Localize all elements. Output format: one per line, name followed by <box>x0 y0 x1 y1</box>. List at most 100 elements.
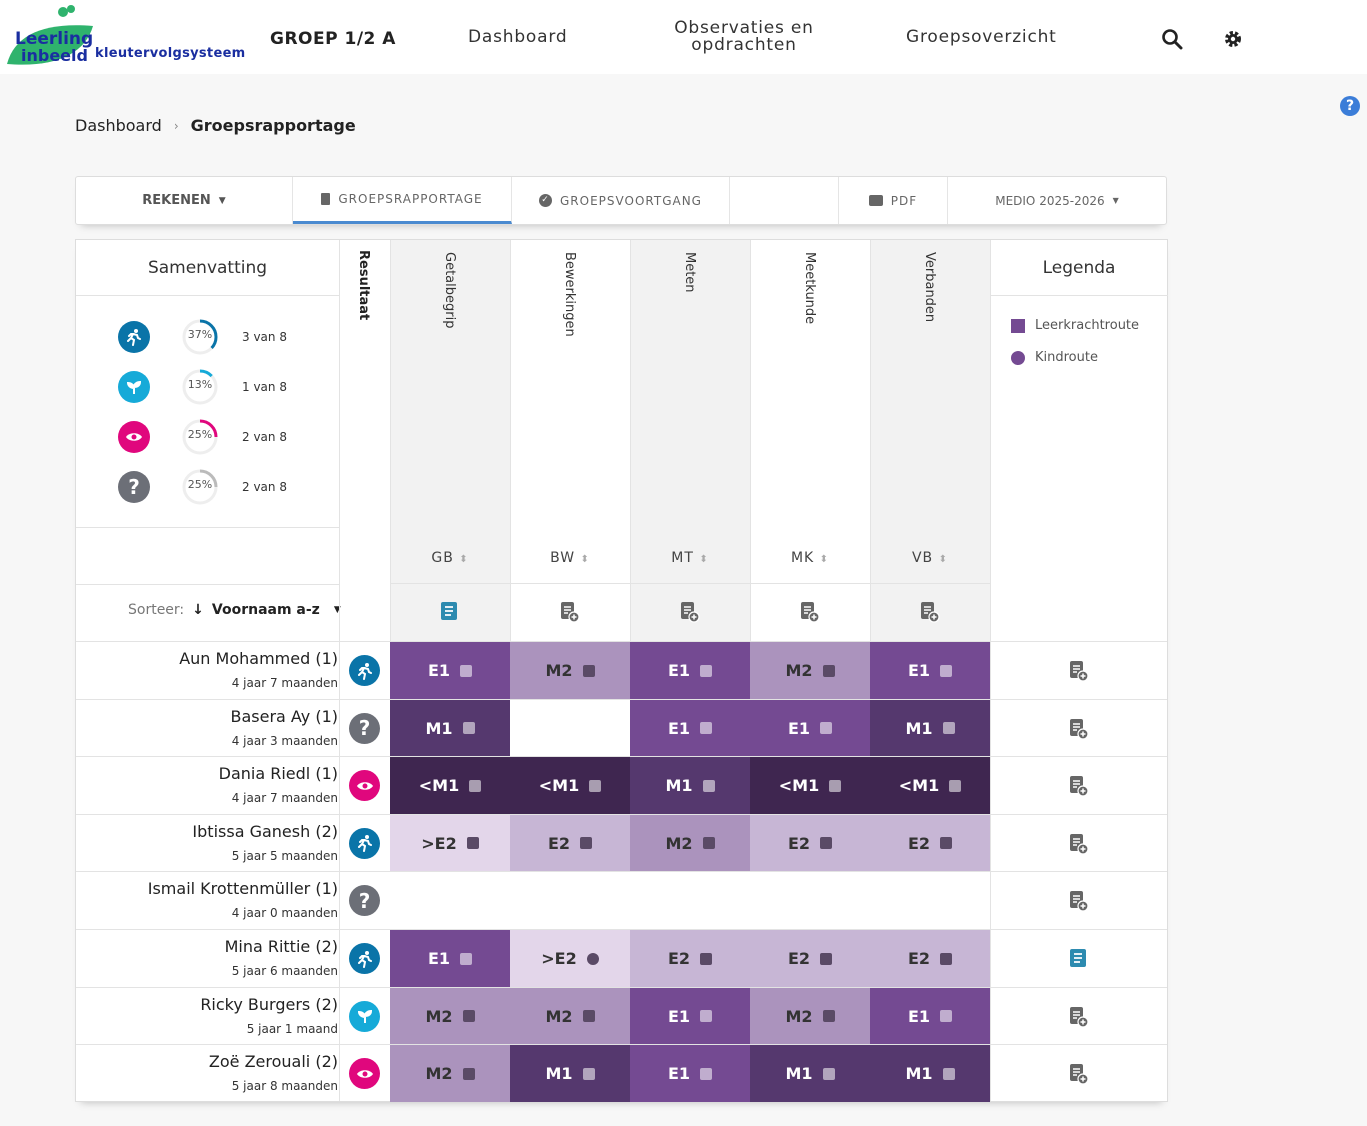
nav-groepsoverzicht[interactable]: Groepsoverzicht <box>906 27 1057 47</box>
score-cell[interactable]: M1 <box>510 1045 630 1103</box>
period-dropdown[interactable]: MEDIO 2025-2026 ▼ <box>948 177 1166 224</box>
add-note-icon[interactable] <box>920 601 940 623</box>
score-cell[interactable]: E1 <box>630 699 750 757</box>
score-label: M1 <box>545 1064 573 1084</box>
score-cell[interactable] <box>510 699 630 757</box>
add-note-icon[interactable] <box>560 601 580 623</box>
column-header-mk: Meetkunde MK ⬍ <box>750 240 870 641</box>
score-cell[interactable]: M2 <box>390 1045 510 1103</box>
pdf-button[interactable]: PDF <box>839 177 948 224</box>
score-cell[interactable]: M2 <box>510 987 630 1045</box>
score-cell[interactable] <box>390 872 510 930</box>
nav-observaties[interactable]: Observaties en opdrachten <box>674 18 814 55</box>
question-icon[interactable]: ? <box>349 885 380 917</box>
note-icon[interactable] <box>1069 948 1087 972</box>
score-cell[interactable]: E1 <box>870 987 990 1045</box>
student-name[interactable]: Basera Ay (1) <box>230 706 338 726</box>
square-marker-icon <box>582 664 595 677</box>
score-cell[interactable]: E1 <box>630 642 750 699</box>
score-cell[interactable]: M2 <box>750 642 870 699</box>
tab-groepsvoortgang[interactable]: ✓ GROEPSVOORTGANG <box>512 177 730 224</box>
add-note-icon[interactable] <box>1069 890 1089 916</box>
subject-dropdown[interactable]: REKENEN ▼ <box>76 177 293 224</box>
square-icon <box>1011 318 1025 333</box>
student-name[interactable]: Ricky Burgers (2) <box>200 994 338 1014</box>
add-note-icon[interactable] <box>800 601 820 623</box>
score-cell[interactable]: M1 <box>390 699 510 757</box>
add-note-icon[interactable] <box>680 601 700 623</box>
score-cell[interactable] <box>870 872 990 930</box>
add-note-icon[interactable] <box>1069 1006 1089 1032</box>
score-cell[interactable]: E1 <box>390 930 510 987</box>
sort-icon: ⬍ <box>819 554 830 565</box>
score-cell[interactable] <box>510 872 630 930</box>
student-name[interactable]: Ismail Krottenmüller (1) <box>147 879 338 899</box>
running-icon[interactable] <box>349 943 380 974</box>
student-name[interactable]: Dania Riedl (1) <box>218 764 338 784</box>
student-name[interactable]: Mina Rittie (2) <box>224 937 338 956</box>
score-cell[interactable]: <M1 <box>390 757 510 815</box>
note-icon[interactable] <box>440 601 460 623</box>
breadcrumb-dashboard[interactable]: Dashboard <box>75 116 162 135</box>
score-cell[interactable]: E2 <box>510 814 630 872</box>
score-cell[interactable]: E2 <box>750 930 870 987</box>
sort-column-button[interactable]: MT ⬍ <box>630 550 750 566</box>
score-cell[interactable] <box>750 872 870 930</box>
search-icon[interactable] <box>1161 28 1183 50</box>
sort-dropdown[interactable]: Sorteer: ↓ Voornaam a-z ▼ <box>128 602 341 618</box>
score-cell[interactable]: M1 <box>870 699 990 757</box>
score-cell[interactable]: M2 <box>630 814 750 872</box>
score-cell[interactable]: E1 <box>630 1045 750 1103</box>
group-selector[interactable]: GROEP 1/2 A <box>270 29 396 49</box>
eye-icon[interactable] <box>349 1058 380 1090</box>
score-cell[interactable]: E1 <box>870 642 990 699</box>
score-cell[interactable]: M2 <box>750 987 870 1045</box>
score-cell[interactable]: E1 <box>750 699 870 757</box>
add-note-icon[interactable] <box>1069 660 1089 686</box>
top-navigation: Leerling inbeeld kleutervolgsysteem GROE… <box>0 0 1367 74</box>
add-note-icon[interactable] <box>1069 718 1089 744</box>
student-name[interactable]: Ibtissa Ganesh (2) <box>192 821 338 841</box>
score-cell[interactable] <box>630 872 750 930</box>
sort-column-button[interactable]: GB ⬍ <box>390 550 510 566</box>
running-icon[interactable] <box>349 827 380 859</box>
score-cell[interactable]: E2 <box>630 930 750 987</box>
score-cell[interactable]: <M1 <box>870 757 990 815</box>
score-cell[interactable]: E2 <box>750 814 870 872</box>
score-cell[interactable]: E1 <box>390 642 510 699</box>
student-name[interactable]: Aun Mohammed (1) <box>179 649 338 668</box>
add-note-icon[interactable] <box>1069 833 1089 859</box>
score-cell[interactable]: M1 <box>630 757 750 815</box>
gear-icon[interactable] <box>1222 28 1244 50</box>
sort-column-button[interactable]: VB ⬍ <box>870 550 990 566</box>
score-cell[interactable]: E2 <box>870 930 990 987</box>
nav-dashboard[interactable]: Dashboard <box>468 27 568 47</box>
score-cell[interactable]: M1 <box>870 1045 990 1103</box>
score-cell[interactable]: <M1 <box>750 757 870 815</box>
score-cell[interactable]: M2 <box>510 642 630 699</box>
sprout-icon[interactable] <box>349 1000 380 1032</box>
running-icon[interactable] <box>349 655 380 686</box>
score-cell[interactable]: M2 <box>390 987 510 1045</box>
caret-down-icon: ▼ <box>333 605 341 615</box>
score-cell[interactable]: E1 <box>630 987 750 1045</box>
add-note-icon[interactable] <box>1069 775 1089 801</box>
student-name[interactable]: Zoë Zerouali (2) <box>208 1052 338 1072</box>
score-cell[interactable]: >E2 <box>510 930 630 987</box>
tab-groepsrapportage[interactable]: GROEPSRAPPORTAGE <box>293 177 512 224</box>
score-cell[interactable]: <M1 <box>510 757 630 815</box>
eye-icon[interactable] <box>349 770 380 802</box>
circle-icon <box>1011 350 1025 365</box>
question-icon[interactable]: ? <box>349 712 380 744</box>
score-cell[interactable]: E2 <box>870 814 990 872</box>
score-label: E1 <box>427 949 451 968</box>
leerling-in-beeld-logo[interactable]: Leerling inbeeld <box>5 4 95 68</box>
score-cell[interactable]: M1 <box>750 1045 870 1103</box>
subject-label: REKENEN <box>142 193 211 208</box>
help-icon[interactable]: ? <box>1340 96 1360 116</box>
add-note-icon[interactable] <box>1069 1063 1089 1089</box>
sort-column-button[interactable]: BW ⬍ <box>510 550 630 566</box>
sort-column-button[interactable]: MK ⬍ <box>750 550 870 566</box>
score-cell[interactable]: >E2 <box>390 814 510 872</box>
percent-label: 37% <box>187 328 213 341</box>
